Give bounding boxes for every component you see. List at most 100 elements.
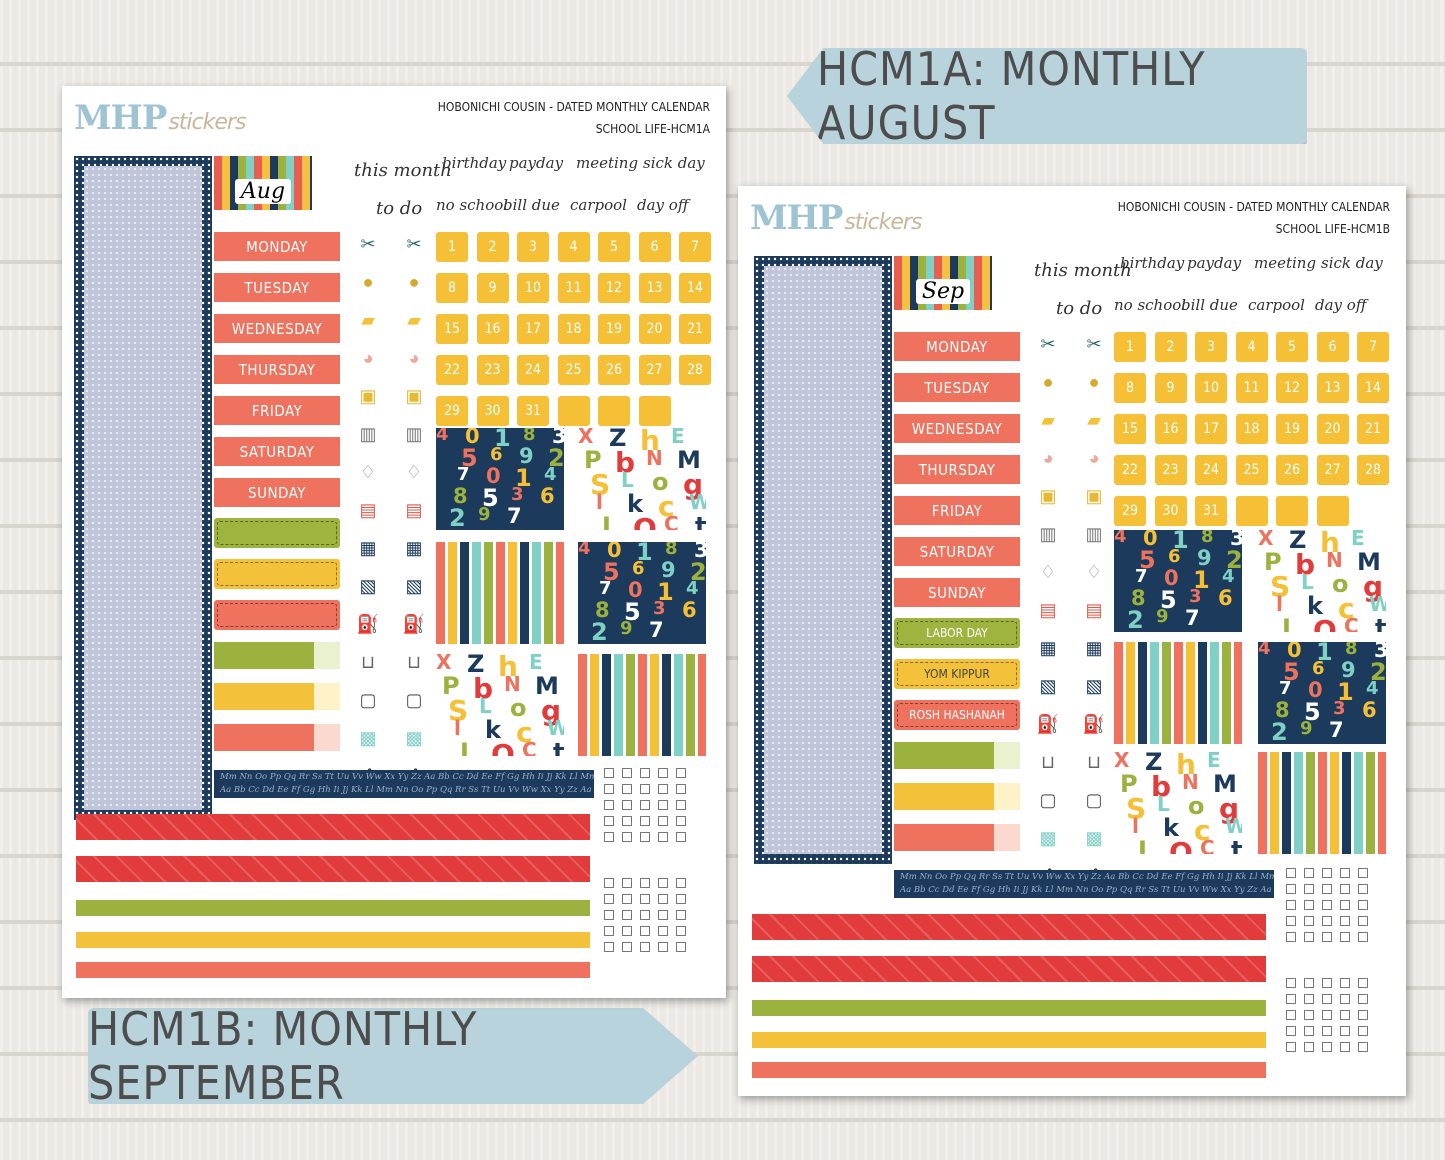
alphabet-strip: Mm Nn Oo Pp Qq Rr Ss Tt Uu Vv Ww Xx Yy Z… <box>214 770 594 798</box>
letter-glyph: E <box>1207 752 1221 772</box>
letter-glyph: b <box>615 446 636 479</box>
holiday-label <box>214 600 340 630</box>
checkbox <box>676 768 686 778</box>
checkbox <box>1286 884 1296 894</box>
logo-script: stickers <box>844 210 922 235</box>
date-sticker: 24 <box>1195 455 1227 485</box>
checkbox <box>1340 994 1350 1004</box>
checkbox <box>676 784 686 794</box>
date-sticker: 4 <box>1235 332 1268 362</box>
date-sticker: 1 <box>436 232 468 262</box>
number-glyph: 3 <box>1230 530 1242 550</box>
alphabet-strip: Mm Nn Oo Pp Qq Rr Ss Tt Uu Vv Ww Xx Yy Z… <box>894 870 1274 898</box>
washing-machine-icon: ▣ <box>1039 486 1057 506</box>
date-sticker: 6 <box>638 232 671 262</box>
date-sticker: 19 <box>598 314 630 344</box>
checkbox <box>1304 884 1314 894</box>
script-meeting: meeting <box>576 154 639 172</box>
number-glyph: 7 <box>1135 566 1148 587</box>
pills-icon: ▦ <box>1039 638 1057 658</box>
letter-glyph: L <box>621 468 634 492</box>
checkbox <box>622 768 632 778</box>
checkbox <box>1304 932 1314 942</box>
number-glyph: 2 <box>449 504 466 530</box>
letter-glyph: W <box>689 490 706 514</box>
letter-glyph: t <box>1375 614 1386 632</box>
script-meeting: meeting <box>1254 254 1317 272</box>
logo: MHPstickers <box>750 198 922 238</box>
checkbox <box>604 878 614 888</box>
day-label-thursday: THURSDAY <box>894 455 1020 484</box>
scale-icon: ▢ <box>359 690 377 710</box>
date-sticker: 2 <box>1154 332 1187 362</box>
date-sticker <box>1235 496 1268 526</box>
number-glyph: 5 <box>461 444 478 472</box>
day-label-friday: FRIDAY <box>894 496 1020 525</box>
checkbox <box>1322 978 1332 988</box>
date-sticker: 30 <box>1154 496 1187 526</box>
trash-can-icon: ▥ <box>405 424 423 444</box>
checkbox <box>1286 1042 1296 1052</box>
day-label-tuesday: TUESDAY <box>894 373 1020 402</box>
progress-bar-fill <box>214 724 314 751</box>
checkbox <box>604 800 614 810</box>
script-sick_day: sick day <box>643 154 705 172</box>
script-no_school: no school <box>1114 296 1187 314</box>
number-glyph: 3 <box>653 598 666 619</box>
shopping-cart-icon: ⊔ <box>1086 752 1102 772</box>
number-glyph: 9 <box>661 558 676 582</box>
kettlebell-icon: ● <box>1088 372 1100 392</box>
checkbox <box>640 942 650 952</box>
date-sticker: 5 <box>598 232 630 262</box>
number-glyph: 8 <box>1201 530 1214 547</box>
pattern-sticker-pencils <box>1258 752 1386 854</box>
number-glyph: 1 <box>494 428 511 452</box>
number-glyph: 9 <box>1300 718 1313 739</box>
letter-glyph: Z <box>1145 752 1163 776</box>
scissors-comb-icon: ✂ <box>1040 334 1056 354</box>
passport-icon: ▧ <box>1039 676 1057 696</box>
washi-strip-red <box>76 814 590 840</box>
checkbox <box>1340 916 1350 926</box>
letter-glyph: k <box>1307 592 1323 620</box>
letter-glyph: P <box>584 446 602 474</box>
number-glyph: 4 <box>686 578 699 599</box>
date-sticker: 3 <box>517 232 549 262</box>
letter-glyph: t <box>1231 836 1242 854</box>
number-glyph: 6 <box>1168 546 1181 567</box>
checkbox <box>1286 978 1296 988</box>
letter-glyph: l <box>596 490 603 514</box>
sheet-title-line2: SCHOOL LIFE-HCM1A <box>595 122 710 136</box>
holiday-label: ROSH HASHANAH <box>894 700 1020 730</box>
letter-glyph: W <box>547 716 564 740</box>
checkbox <box>1286 932 1296 942</box>
number-glyph: 7 <box>507 504 522 528</box>
scissors-comb-icon: ✂ <box>406 234 422 254</box>
letter-glyph: M <box>677 446 701 474</box>
date-sticker: 14 <box>1357 373 1389 403</box>
checkbox <box>604 816 614 826</box>
checkbox <box>604 784 614 794</box>
progress-bar-end <box>994 783 1020 810</box>
letter-glyph: L <box>1157 792 1170 816</box>
letter-glyph: t <box>695 512 706 530</box>
luggage-icon: ▤ <box>1085 600 1103 620</box>
date-sticker: 22 <box>1114 455 1146 485</box>
number-glyph: 6 <box>632 558 645 579</box>
checkbox <box>622 816 632 826</box>
number-glyph: 8 <box>595 598 610 622</box>
checkbox <box>1358 916 1368 926</box>
number-glyph: 8 <box>1275 698 1290 722</box>
date-sticker: 17 <box>517 314 549 344</box>
kettlebell-icon: ● <box>1042 372 1054 392</box>
letter-glyph: E <box>1351 530 1365 550</box>
letter-glyph: l <box>454 716 461 740</box>
letter-glyph: M <box>1213 770 1237 798</box>
washi-strip-green <box>76 900 590 916</box>
number-glyph: 6 <box>682 598 697 622</box>
sneaker-icon: ▰ <box>1041 410 1055 430</box>
fuel-pump-icon: ⛽ <box>1082 714 1106 734</box>
letter-glyph: J <box>1138 836 1147 854</box>
checkbox <box>658 832 668 842</box>
